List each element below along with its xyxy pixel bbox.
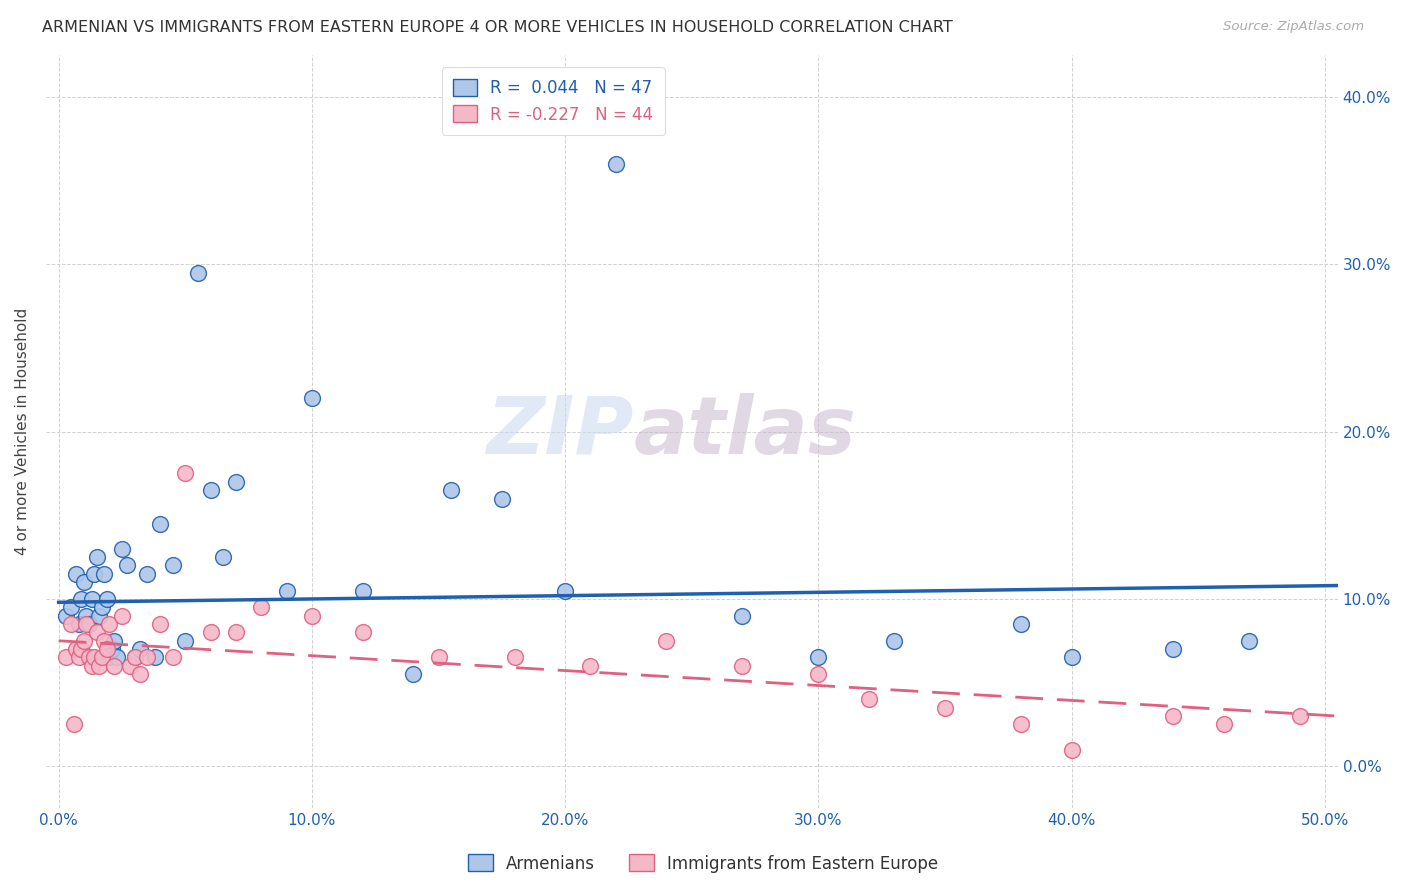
Point: [402, 667, 425, 681]
Point: [65, 566, 87, 581]
Point: [83, 650, 105, 665]
Point: [200, 483, 222, 498]
Point: [96, 591, 118, 606]
Point: [83, 566, 105, 581]
Point: [1010, 617, 1032, 632]
Point: [73, 633, 96, 648]
Point: [70, 642, 93, 657]
Point: [1060, 650, 1083, 665]
Point: [63, 717, 86, 731]
Point: [1161, 642, 1184, 657]
Point: [77, 617, 100, 632]
Point: [807, 667, 830, 681]
Point: [65, 642, 87, 657]
Point: [60, 617, 83, 632]
Point: [80, 591, 103, 606]
Point: [76, 608, 98, 623]
Point: [1288, 709, 1310, 723]
Point: [86, 625, 108, 640]
Point: [491, 491, 513, 506]
Point: [115, 558, 138, 573]
Point: [98, 617, 121, 632]
Point: [143, 650, 166, 665]
Point: [579, 658, 602, 673]
Text: atlas: atlas: [634, 392, 856, 471]
Point: [1237, 633, 1260, 648]
Point: [858, 692, 880, 706]
Text: ZIP: ZIP: [486, 392, 634, 471]
Point: [1010, 717, 1032, 731]
Point: [162, 650, 184, 665]
Point: [80, 658, 103, 673]
Point: [352, 625, 374, 640]
Point: [503, 650, 526, 665]
Point: [128, 667, 150, 681]
Point: [200, 625, 222, 640]
Point: [111, 541, 134, 556]
Point: [124, 650, 146, 665]
Legend: Armenians, Immigrants from Eastern Europe: Armenians, Immigrants from Eastern Europ…: [461, 847, 945, 880]
Point: [90, 650, 112, 665]
Point: [103, 633, 125, 648]
Point: [93, 633, 115, 648]
Point: [111, 608, 134, 623]
Point: [883, 633, 905, 648]
Point: [174, 467, 197, 481]
Point: [212, 550, 235, 565]
Point: [96, 642, 118, 657]
Point: [60, 600, 83, 615]
Point: [118, 658, 141, 673]
Point: [187, 266, 209, 280]
Text: ARMENIAN VS IMMIGRANTS FROM EASTERN EUROPE 4 OR MORE VEHICLES IN HOUSEHOLD CORRE: ARMENIAN VS IMMIGRANTS FROM EASTERN EURO…: [42, 20, 953, 35]
Point: [98, 650, 121, 665]
Point: [149, 516, 172, 531]
Point: [86, 550, 108, 565]
Point: [731, 608, 754, 623]
Point: [101, 642, 124, 657]
Point: [301, 391, 323, 405]
Point: [105, 650, 128, 665]
Point: [67, 617, 90, 632]
Point: [128, 642, 150, 657]
Point: [807, 650, 830, 665]
Point: [73, 575, 96, 590]
Point: [77, 650, 100, 665]
Point: [655, 633, 678, 648]
Point: [136, 650, 159, 665]
Point: [1060, 742, 1083, 756]
Point: [76, 617, 98, 632]
Text: Source: ZipAtlas.com: Source: ZipAtlas.com: [1223, 20, 1364, 33]
Point: [731, 658, 754, 673]
Point: [89, 608, 111, 623]
Point: [149, 617, 172, 632]
Point: [55, 608, 77, 623]
Point: [90, 600, 112, 615]
Point: [225, 475, 247, 489]
Point: [67, 650, 90, 665]
Point: [1212, 717, 1234, 731]
Point: [605, 157, 627, 171]
Point: [250, 600, 273, 615]
Legend: R =  0.044   N = 47, R = -0.227   N = 44: R = 0.044 N = 47, R = -0.227 N = 44: [441, 67, 665, 136]
Point: [93, 566, 115, 581]
Point: [934, 700, 956, 714]
Point: [89, 658, 111, 673]
Point: [225, 625, 247, 640]
Point: [554, 583, 576, 598]
Point: [440, 483, 463, 498]
Point: [1161, 709, 1184, 723]
Point: [174, 633, 197, 648]
Point: [162, 558, 184, 573]
Point: [103, 658, 125, 673]
Y-axis label: 4 or more Vehicles in Household: 4 or more Vehicles in Household: [15, 308, 30, 555]
Point: [124, 650, 146, 665]
Point: [352, 583, 374, 598]
Point: [427, 650, 450, 665]
Point: [136, 566, 159, 581]
Point: [55, 650, 77, 665]
Point: [276, 583, 298, 598]
Point: [70, 591, 93, 606]
Point: [301, 608, 323, 623]
